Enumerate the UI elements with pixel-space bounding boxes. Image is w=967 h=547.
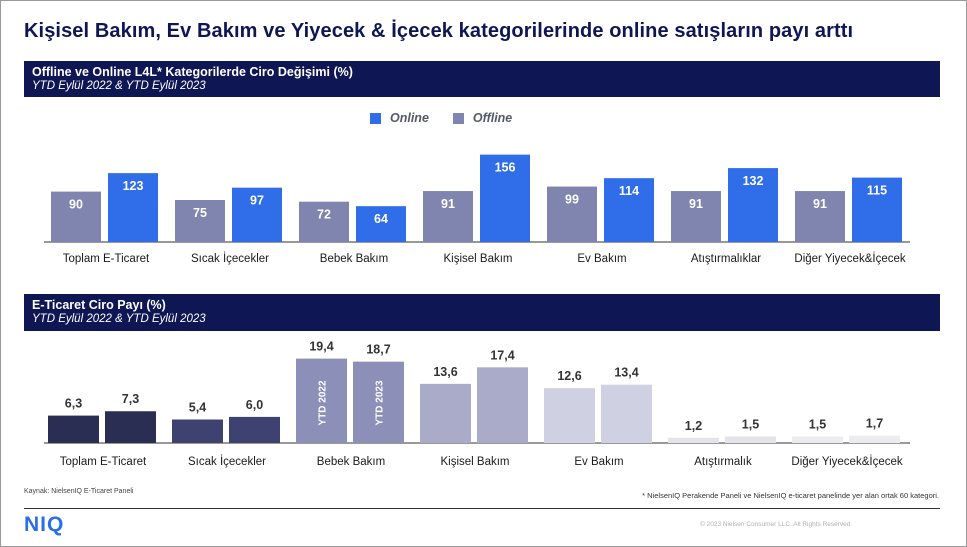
bar-online-di-er-yiyecek-i-ecek bbox=[852, 177, 902, 242]
bar-2023-di-er-yiyecek-i-ecek bbox=[849, 435, 900, 443]
legend-online-label: Online bbox=[390, 111, 429, 125]
legend-online-swatch bbox=[370, 112, 381, 124]
label-online-s-cak-i-ecekler: 97 bbox=[250, 194, 264, 208]
bar-2022-bebek-bak-m bbox=[296, 358, 347, 443]
category-label-share-ki-isel-bak-m: Kişisel Bakım bbox=[440, 456, 509, 468]
bar-offline-ki-isel-bak-m bbox=[423, 191, 473, 242]
bar-offline-ev-bak-m bbox=[547, 186, 597, 242]
category-label-share-s-cak-i-ecekler: Sıcak İçecekler bbox=[188, 455, 266, 468]
bar-offline-di-er-yiyecek-i-ecek bbox=[795, 191, 845, 242]
series-label-2023: YTD 2023 bbox=[375, 380, 386, 425]
label-offline-di-er-yiyecek-i-ecek: 91 bbox=[813, 197, 827, 211]
panel1-subheading: YTD Eylül 2022 & YTD Eylül 2023 bbox=[32, 80, 206, 92]
slide-title: Kişisel Bakım, Ev Bakım ve Yiyecek & İçe… bbox=[24, 20, 854, 42]
bar-offline-s-cak-i-ecekler bbox=[175, 200, 225, 242]
bar-2022-toplam-e-ticaret bbox=[48, 415, 99, 443]
copyright: © 2023 Nielsen Consumer LLC. All Rights … bbox=[700, 521, 853, 528]
bar-2022-ev-bak-m bbox=[544, 388, 595, 443]
label-2023-at-t-rmal-k: 1,5 bbox=[742, 417, 759, 431]
label-offline-at-t-rmal-klar: 91 bbox=[689, 197, 703, 211]
bar-online-at-t-rmal-klar bbox=[728, 168, 778, 242]
category-label-share-bebek-bak-m: Bebek Bakım bbox=[317, 456, 385, 468]
label-offline-s-cak-i-ecekler: 75 bbox=[193, 206, 207, 220]
niq-logo: NIQ bbox=[24, 513, 65, 536]
category-label-share-ev-bak-m: Ev Bakım bbox=[574, 456, 623, 468]
legend-offline-label: Offline bbox=[472, 111, 513, 125]
label-2022-di-er-yiyecek-i-ecek: 1,5 bbox=[809, 417, 826, 431]
bar-online-bebek-bak-m bbox=[356, 206, 406, 242]
bar-online-s-cak-i-ecekler bbox=[232, 187, 282, 242]
label-offline-ki-isel-bak-m: 91 bbox=[441, 197, 455, 211]
bar-offline-at-t-rmal-klar bbox=[671, 191, 721, 242]
panel1-heading: Offline ve Online L4L* Kategorilerde Cir… bbox=[32, 65, 353, 79]
label-2022-bebek-bak-m: 19,4 bbox=[309, 340, 333, 354]
label-2023-s-cak-i-ecekler: 6,0 bbox=[246, 398, 263, 412]
label-2023-toplam-e-ticaret: 7,3 bbox=[122, 392, 139, 406]
legend-online: Online bbox=[370, 111, 429, 125]
bar-online-ki-isel-bak-m bbox=[480, 154, 530, 242]
label-2022-at-t-rmal-k: 1,2 bbox=[685, 419, 702, 433]
panel2-heading: E-Ticaret Ciro Payı (%) bbox=[32, 298, 166, 312]
bar-2023-ev-bak-m bbox=[601, 384, 652, 443]
bar-2023-toplam-e-ticaret bbox=[105, 411, 156, 443]
bar-2022-at-t-rmal-k bbox=[668, 437, 719, 443]
bar-online-ev-bak-m bbox=[604, 178, 654, 242]
label-online-ki-isel-bak-m: 156 bbox=[495, 161, 516, 175]
label-online-ev-bak-m: 114 bbox=[619, 184, 639, 198]
legend-offline: Offline bbox=[452, 111, 513, 125]
footnote: * NielsenIQ Perakende Paneli ve NielsenI… bbox=[642, 491, 939, 500]
label-2023-di-er-yiyecek-i-ecek: 1,7 bbox=[866, 417, 883, 431]
bar-2023-ki-isel-bak-m bbox=[477, 367, 528, 443]
category-label-s-cak-i-ecekler: Sıcak İçecekler bbox=[191, 252, 269, 265]
label-online-di-er-yiyecek-i-ecek: 115 bbox=[867, 184, 887, 198]
label-2023-ev-bak-m: 13,4 bbox=[614, 366, 638, 380]
label-2022-ki-isel-bak-m: 13,6 bbox=[433, 365, 457, 379]
category-label-share-toplam-e-ticaret: Toplam E-Ticaret bbox=[60, 456, 147, 468]
label-online-toplam-e-ticaret: 123 bbox=[123, 179, 144, 193]
category-label-bebek-bak-m: Bebek Bakım bbox=[320, 253, 388, 265]
bar-2023-at-t-rmal-k bbox=[725, 436, 776, 443]
bar-2022-ki-isel-bak-m bbox=[420, 383, 471, 443]
label-offline-bebek-bak-m: 72 bbox=[317, 208, 331, 222]
bar-2023-s-cak-i-ecekler bbox=[229, 416, 280, 443]
category-label-at-t-rmal-klar: Atıştırmalıklar bbox=[691, 253, 761, 265]
series-label-2022: YTD 2022 bbox=[318, 380, 329, 425]
bar-2022-s-cak-i-ecekler bbox=[172, 419, 223, 443]
footer-divider bbox=[24, 508, 940, 509]
label-2023-ki-isel-bak-m: 17,4 bbox=[490, 348, 514, 362]
bar-offline-bebek-bak-m bbox=[299, 201, 349, 242]
label-offline-ev-bak-m: 99 bbox=[565, 193, 579, 207]
label-offline-toplam-e-ticaret: 90 bbox=[69, 198, 83, 212]
panel2-subheading: YTD Eylül 2022 & YTD Eylül 2023 bbox=[32, 313, 206, 325]
bar-offline-toplam-e-ticaret bbox=[51, 191, 101, 242]
label-2022-s-cak-i-ecekler: 5,4 bbox=[189, 401, 206, 415]
bar-2023-bebek-bak-m bbox=[353, 361, 404, 443]
label-online-at-t-rmal-klar: 132 bbox=[743, 174, 764, 188]
category-label-toplam-e-ticaret: Toplam E-Ticaret bbox=[63, 253, 150, 265]
label-2022-ev-bak-m: 12,6 bbox=[557, 369, 581, 383]
category-label-share-di-er-yiyecek-i-ecek: Diğer Yiyecek&İçecek bbox=[791, 455, 902, 468]
panel2-header: E-Ticaret Ciro Payı (%) YTD Eylül 2022 &… bbox=[24, 294, 940, 331]
label-2022-toplam-e-ticaret: 6,3 bbox=[65, 397, 82, 411]
category-label-share-at-t-rmal-k: Atıştırmalık bbox=[694, 456, 752, 468]
label-online-bebek-bak-m: 64 bbox=[374, 212, 388, 226]
source-note: Kaynak: NielsenIQ E-Ticaret Paneli bbox=[24, 488, 134, 495]
panel1-header: Offline ve Online L4L* Kategorilerde Cir… bbox=[24, 61, 940, 97]
label-2023-bebek-bak-m: 18,7 bbox=[366, 343, 390, 357]
bar-2022-di-er-yiyecek-i-ecek bbox=[792, 436, 843, 443]
bar-online-toplam-e-ticaret bbox=[108, 173, 158, 242]
category-label-ki-isel-bak-m: Kişisel Bakım bbox=[443, 253, 512, 265]
legend-offline-swatch bbox=[452, 112, 464, 124]
category-label-ev-bak-m: Ev Bakım bbox=[577, 253, 626, 265]
panel1-legend: Online Offline bbox=[370, 111, 512, 125]
category-label-di-er-yiyecek-i-ecek: Diğer Yiyecek&İçecek bbox=[794, 252, 905, 265]
